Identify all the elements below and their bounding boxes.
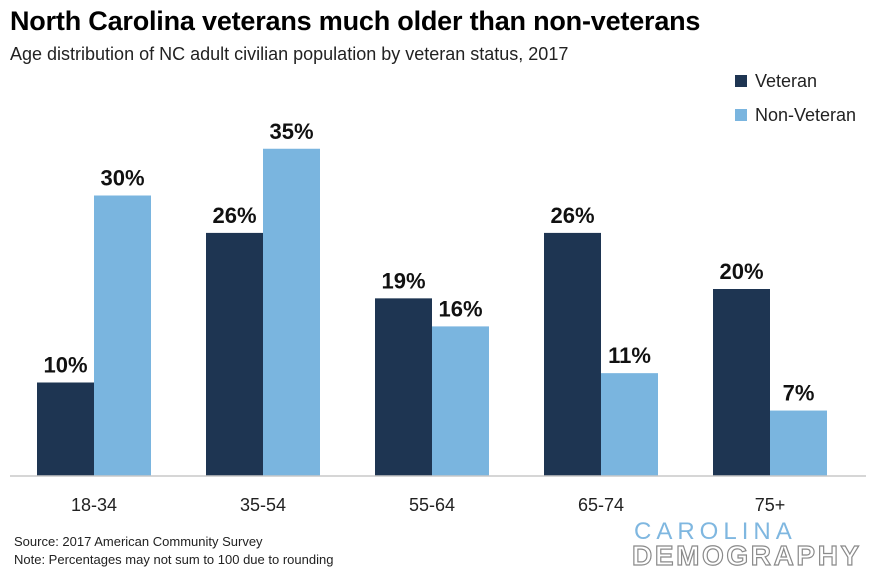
bar-non-veteran-65-74 xyxy=(601,373,658,476)
chart-subtitle: Age distribution of NC adult civilian po… xyxy=(10,44,569,64)
bar-non-veteran-75+ xyxy=(770,410,827,476)
source-note: Source: 2017 American Community Survey N… xyxy=(14,533,333,569)
x-tick-label-75+: 75+ xyxy=(755,495,786,515)
logo-line-demography: DEMOGRAPHY xyxy=(631,540,862,571)
bar-veteran-35-54 xyxy=(206,232,263,476)
data-label-non-veteran-65-74: 11% xyxy=(608,343,651,368)
data-label-non-veteran-35-54: 35% xyxy=(269,119,313,144)
data-label-veteran-55-64: 19% xyxy=(381,268,425,293)
bar-non-veteran-18-34 xyxy=(94,195,151,476)
x-tick-label-65-74: 65-74 xyxy=(578,495,624,515)
data-label-veteran-35-54: 26% xyxy=(212,203,256,228)
carolina-demography-logo: CAROLINA DEMOGRAPHY xyxy=(631,518,872,571)
legend-label-veteran: Veteran xyxy=(755,70,818,91)
legend-label-non-veteran: Non-Veteran xyxy=(755,104,857,125)
bar-non-veteran-35-54 xyxy=(263,148,320,476)
data-label-veteran-75+: 20% xyxy=(719,259,763,284)
bar-veteran-75+ xyxy=(713,289,770,476)
source-line: Source: 2017 American Community Survey xyxy=(14,534,263,549)
bar-veteran-18-34 xyxy=(37,382,94,476)
legend-item-non-veteran: Non-Veteran xyxy=(735,98,856,132)
bar-veteran-55-64 xyxy=(375,298,432,476)
bar-non-veteran-55-64 xyxy=(432,326,489,476)
legend-swatch-non-veteran xyxy=(735,109,747,121)
data-label-veteran-65-74: 26% xyxy=(550,203,594,228)
legend-swatch-veteran xyxy=(735,75,747,87)
bar-veteran-65-74 xyxy=(544,232,601,476)
legend-item-veteran: Veteran xyxy=(735,64,856,98)
data-label-veteran-18-34: 10% xyxy=(43,353,87,378)
data-label-non-veteran-18-34: 30% xyxy=(100,166,144,191)
x-tick-label-18-34: 18-34 xyxy=(71,495,117,515)
x-tick-label-55-64: 55-64 xyxy=(409,495,455,515)
legend: Veteran Non-Veteran xyxy=(735,64,856,132)
data-label-non-veteran-75+: 7% xyxy=(783,381,815,406)
chart-title: North Carolina veterans much older than … xyxy=(10,6,701,36)
data-label-non-veteran-55-64: 16% xyxy=(438,296,482,321)
note-line: Note: Percentages may not sum to 100 due… xyxy=(14,552,334,567)
logo-line-carolina: CAROLINA xyxy=(634,518,797,545)
x-tick-label-35-54: 35-54 xyxy=(240,495,286,515)
